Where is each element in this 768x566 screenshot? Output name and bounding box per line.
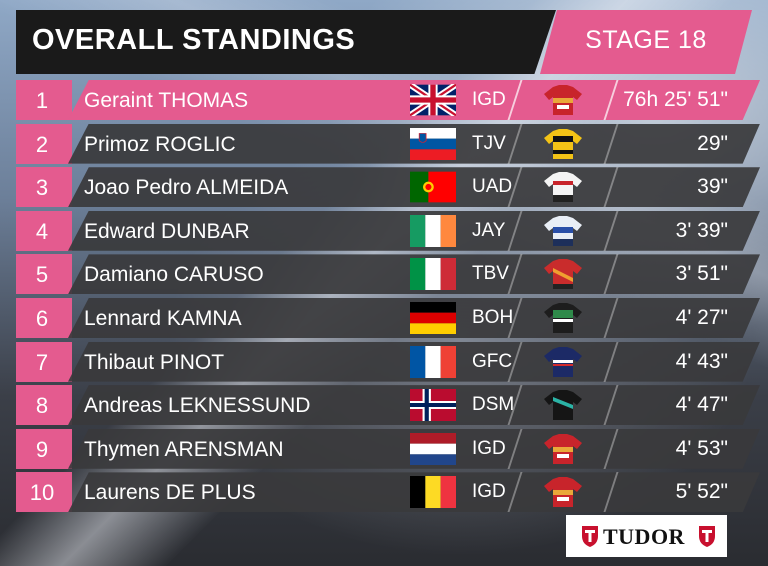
rider-name: Edward DUNBAR [84,219,250,243]
standings-row: 7 Thibaut PINOT GFC 4' 43" [16,341,760,382]
no-flag [410,389,456,422]
sponsor-logo: TUDOR [566,515,727,557]
rider-name: Joao Pedro ALMEIDA [84,176,289,200]
red-gold-jersey-icon [542,476,584,508]
position-box: 6 [16,297,72,338]
position-box: 2 [16,123,72,164]
time-gap: 29" [697,131,728,155]
navy-jersey-icon [542,346,584,378]
team-code: TBV [472,263,509,285]
fr-flag [410,345,456,378]
green-black-jersey-icon [542,302,584,334]
time-gap: 4' 43" [675,349,728,373]
rider-name: Primoz ROGLIC [84,132,236,156]
team-code: TJV [472,132,506,154]
team-code: IGD [472,437,506,459]
time-gap: 39" [697,175,728,199]
time-gap: 3' 39" [675,218,728,242]
time-gap: 4' 53" [675,436,728,460]
position-number: 3 [35,175,49,201]
position-box: 10 [16,472,72,513]
rider-name: Geraint THOMAS [84,89,249,112]
time-gap: 5' 52" [675,480,728,504]
standings-row: 9 Thymen ARENSMAN IGD 4' 53" [16,428,760,469]
team-code: IGD [472,89,506,110]
position-number: 7 [35,349,49,375]
rider-name: Andreas LEKNESSUND [84,394,311,418]
position-box: 8 [16,385,72,426]
team-code: IGD [472,481,506,503]
page-title: OVERALL STANDINGS [32,24,356,56]
rider-name: Damiano CARUSO [84,263,264,287]
position-number: 9 [35,436,49,462]
team-code: UAD [472,176,513,198]
overall-time: 76h 25' 51" [623,88,728,111]
position-number: 6 [35,305,49,331]
de-flag [410,301,456,334]
time-gap: 4' 27" [675,305,728,329]
red-gold-jersey-icon [542,84,584,116]
position-number: 1 [35,88,49,113]
nl-flag [410,432,456,465]
position-number: 8 [35,393,49,419]
standings-row: 8 Andreas LEKNESSUND DSM 4' 47" [16,385,760,426]
black-teal-jersey-icon [542,389,584,421]
blue-white-jersey-icon [542,215,584,247]
team-code: GFC [472,350,513,372]
red-orange-jersey-icon [542,258,584,290]
position-box: 4 [16,210,72,251]
position-number: 10 [29,480,55,506]
rider-name: Thibaut PINOT [84,350,225,374]
position-number: 2 [35,131,49,157]
stage-badge: STAGE 18 [540,10,752,74]
shield-icon [699,526,715,547]
standings-row: 5 Damiano CARUSO TBV 3' 51" [16,254,760,295]
shield-icon [582,526,598,547]
si-flag [410,127,456,160]
red-gold-jersey-icon [542,433,584,465]
be-flag [410,476,456,509]
rider-name: Lennard KAMNA [84,306,242,330]
position-box: 5 [16,254,72,295]
position-number: 5 [35,262,49,288]
standings-row: 6 Lennard KAMNA BOH 4' 27" [16,297,760,338]
ie-flag [410,214,456,247]
rider-name: Laurens DE PLUS [84,481,256,505]
standings-row: 10 Laurens DE PLUS IGD 5' 52" [16,472,760,513]
time-gap: 3' 51" [675,262,728,286]
standings-list: 1 Geraint THOMAS IGD 76h 25' 51" 2 [16,80,760,516]
standings-row: 3 Joao Pedro ALMEIDA UAD 39" [16,167,760,208]
pt-flag [410,171,456,203]
standings-row: 2 Primoz ROGLIC TJV 29" [16,123,760,164]
standings-row: 4 Edward DUNBAR JAY 3' 39" [16,210,760,251]
time-gap: 4' 47" [675,393,728,417]
white-red-jersey-icon [542,171,584,203]
team-code: DSM [472,394,515,416]
standings-row: 1 Geraint THOMAS IGD 76h 25' 51" [16,80,760,120]
team-code: JAY [472,219,506,241]
position-number: 4 [35,218,49,244]
position-box: 9 [16,428,72,469]
stage-label: STAGE 18 [585,26,707,54]
it-flag [410,258,456,291]
yellow-black-jersey-icon [542,128,584,160]
sponsor-name: TUDOR [603,524,685,549]
position-box: 3 [16,167,72,208]
position-box: 7 [16,341,72,382]
team-code: BOH [472,306,514,328]
rider-name: Thymen ARENSMAN [84,437,284,461]
position-box: 1 [16,80,72,120]
standings-header: OVERALL STANDINGS [16,10,556,74]
gb-flag [410,84,456,116]
